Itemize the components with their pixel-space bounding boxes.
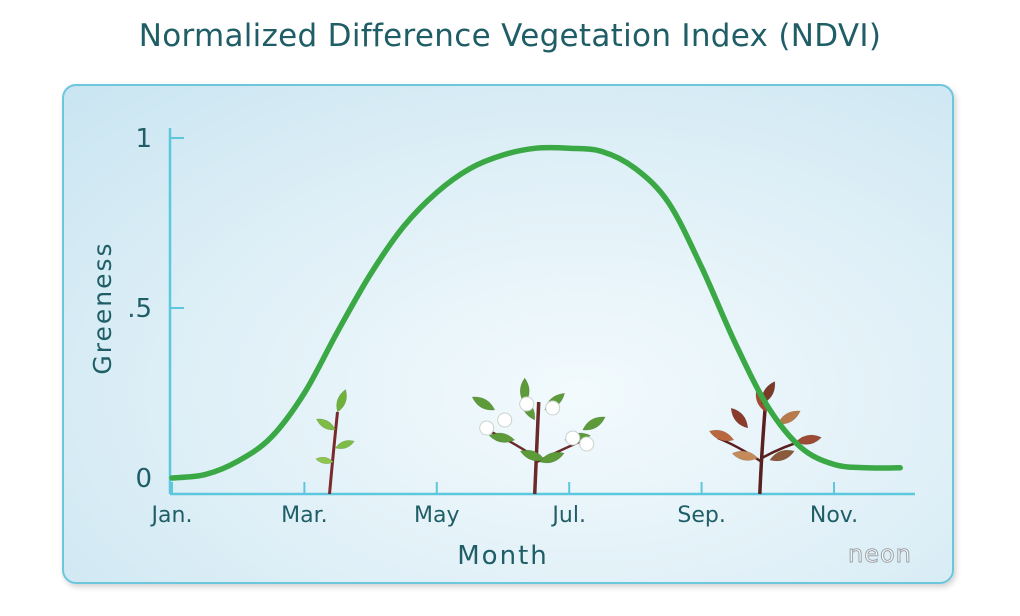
plants-layer	[315, 377, 822, 495]
curve-layer	[169, 144, 903, 481]
axes	[168, 128, 915, 496]
neon-logo: neon	[848, 540, 912, 569]
leaf	[519, 449, 546, 462]
y-tick-label: 0	[135, 464, 152, 494]
flower	[497, 412, 513, 428]
leaf	[471, 396, 496, 411]
chart-title: Normalized Difference Vegetation Index (…	[138, 18, 882, 54]
leaf	[582, 416, 606, 431]
stem	[758, 399, 768, 495]
leaf	[315, 418, 336, 431]
ndvi-curve	[169, 144, 903, 481]
x-axis-title: Month	[457, 541, 549, 571]
plant-flowering	[471, 377, 606, 495]
plant-autumn	[708, 381, 822, 495]
leaf	[335, 440, 355, 450]
leaf	[539, 451, 565, 464]
leaf	[336, 388, 347, 413]
stem	[532, 401, 541, 495]
y-tick-label: 1	[135, 124, 152, 154]
leaf	[315, 456, 335, 465]
leaf	[777, 410, 801, 425]
x-tick-label: Jan.	[150, 503, 193, 528]
flower	[479, 420, 495, 436]
flower	[519, 396, 535, 412]
labels: 0 .5 1 Jan. Mar. May Jul. Sep. Nov. Month Greeness	[88, 124, 858, 571]
x-tick-label: Mar.	[281, 503, 327, 528]
x-tick-label: May	[414, 503, 459, 528]
leaf	[795, 434, 822, 445]
leaf	[730, 407, 749, 429]
leaf	[769, 449, 795, 462]
x-tick-label: Nov.	[810, 503, 858, 528]
flower	[545, 400, 561, 416]
leaf	[488, 432, 516, 443]
chart-panel	[62, 84, 954, 584]
leaf	[731, 450, 759, 461]
flower	[565, 430, 581, 446]
leaf	[708, 429, 735, 442]
y-axis-title: Greeness	[88, 241, 117, 374]
stem	[328, 411, 339, 495]
x-tick-label: Sep.	[677, 503, 725, 528]
plant-young	[315, 388, 355, 495]
y-tick-label: .5	[127, 294, 152, 324]
x-tick-label: Jul.	[550, 503, 586, 528]
flower	[579, 436, 595, 452]
